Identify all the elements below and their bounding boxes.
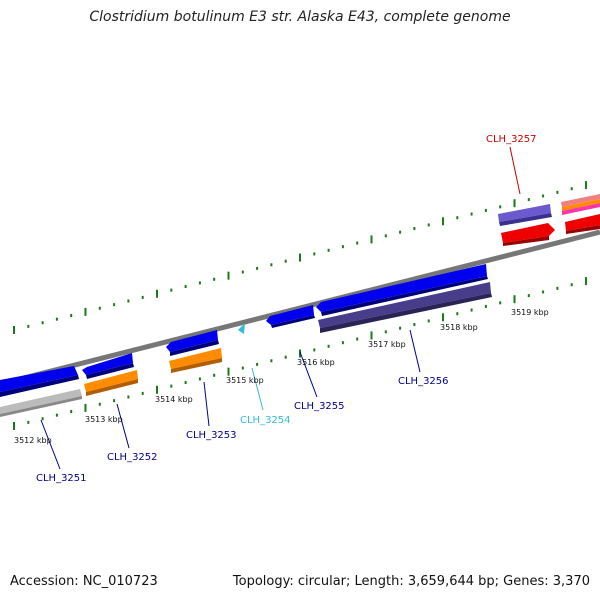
- forward-strand-genes: [0, 194, 600, 417]
- gene-feature[interactable]: [86, 363, 134, 379]
- gene-label-clh-3256[interactable]: CLH_3256: [398, 376, 449, 387]
- gene-feature[interactable]: [170, 340, 219, 356]
- gene-feature[interactable]: [271, 315, 315, 328]
- gene-feature[interactable]: [82, 353, 133, 375]
- accession-text: Accession: NC_010723: [10, 574, 158, 589]
- gene-feature[interactable]: [565, 214, 600, 231]
- gene-label-clh-3254[interactable]: CLH_3254: [240, 415, 291, 426]
- kbp-label: 3515 kbp: [226, 376, 264, 385]
- gene-feature[interactable]: [320, 293, 492, 333]
- gene-label-clh-3252[interactable]: CLH_3252: [107, 452, 158, 463]
- gene-feature[interactable]: [499, 213, 552, 226]
- gene-feature[interactable]: [266, 305, 314, 325]
- kbp-label: 3516 kbp: [297, 358, 335, 367]
- gene-feature[interactable]: [561, 194, 600, 207]
- gene-label-clh-3251[interactable]: CLH_3251: [36, 473, 87, 484]
- kbp-label: 3514 kbp: [155, 395, 193, 404]
- gene-leader-lines: [40, 146, 521, 470]
- outer-tick-track: [13, 181, 587, 334]
- inner-tick-track: [13, 277, 587, 430]
- gene-feature[interactable]: [238, 323, 245, 334]
- gene-labels: CLH_3251 CLH_3252 CLH_3253 CLH_3254 CLH_…: [36, 134, 537, 484]
- gene-feature[interactable]: [171, 358, 222, 373]
- gene-label-clh-3255[interactable]: CLH_3255: [294, 401, 345, 412]
- kbp-label: 3513 kbp: [85, 415, 123, 424]
- kbp-label: 3519 kbp: [511, 308, 549, 317]
- kbp-label: 3518 kbp: [440, 323, 478, 332]
- gene-feature[interactable]: [566, 225, 600, 234]
- gene-feature[interactable]: [0, 375, 79, 397]
- genome-summary-text: Topology: circular; Length: 3,659,644 bp…: [232, 574, 590, 589]
- gene-feature[interactable]: [318, 282, 491, 328]
- gene-feature[interactable]: [321, 276, 488, 316]
- kbp-label: 3512 kbp: [14, 436, 52, 445]
- gene-feature[interactable]: [316, 264, 487, 312]
- gene-feature[interactable]: [86, 379, 138, 396]
- gene-feature[interactable]: [562, 199, 600, 211]
- gene-feature[interactable]: [84, 370, 138, 392]
- genome-backbone: [0, 229, 600, 387]
- gene-feature[interactable]: [0, 366, 78, 392]
- gene-feature[interactable]: [169, 348, 222, 369]
- gene-feature[interactable]: [0, 389, 82, 414]
- map-title: Clostridium botulinum E3 str. Alaska E43…: [89, 9, 511, 25]
- gene-label-clh-3253[interactable]: CLH_3253: [186, 430, 237, 441]
- gene-label-clh-3257[interactable]: CLH_3257: [486, 134, 537, 145]
- gene-feature[interactable]: [0, 396, 82, 417]
- kbp-labels: 3512 kbp 3513 kbp 3514 kbp 3515 kbp 3516…: [14, 308, 549, 445]
- gene-feature[interactable]: [166, 330, 218, 352]
- gene-feature[interactable]: [498, 204, 551, 222]
- gene-feature[interactable]: [562, 203, 600, 215]
- gene-feature[interactable]: [501, 223, 555, 243]
- gene-feature[interactable]: [503, 236, 549, 246]
- kbp-label: 3517 kbp: [368, 340, 406, 349]
